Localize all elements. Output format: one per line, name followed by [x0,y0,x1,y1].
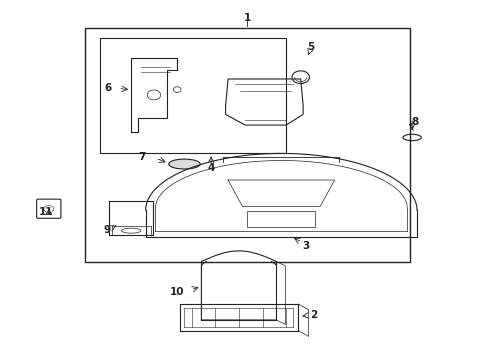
Text: 1: 1 [244,13,251,23]
Text: 4: 4 [207,163,215,172]
Text: 3: 3 [302,240,309,251]
Text: 11: 11 [39,207,53,217]
Text: 8: 8 [411,117,418,126]
Text: 7: 7 [138,152,146,162]
Text: 5: 5 [307,42,314,52]
Ellipse shape [169,159,200,169]
Text: 10: 10 [170,287,184,297]
Bar [85,28,410,261]
Bar [247,211,315,227]
Bar [99,38,286,153]
Text: 6: 6 [104,83,112,93]
Text: 2: 2 [310,310,318,320]
Text: 9: 9 [103,225,111,235]
